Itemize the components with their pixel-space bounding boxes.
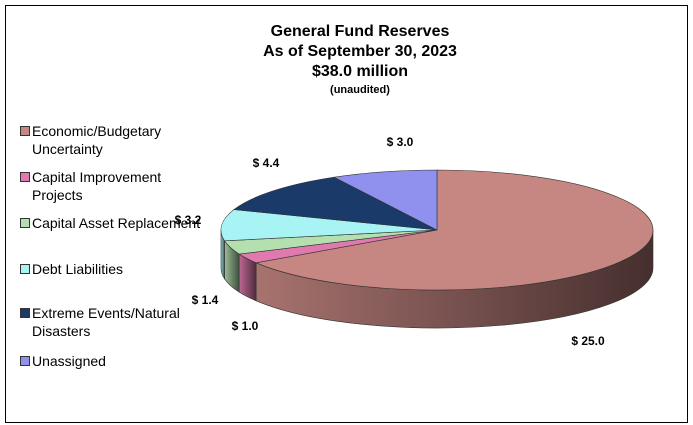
pie-slice: [233, 176, 438, 231]
data-label: $ 25.0: [571, 334, 605, 348]
data-label: $ 3.0: [387, 135, 414, 149]
chart-subtitle-total: $38.0 million: [311, 63, 409, 80]
pie-slice: [255, 169, 654, 291]
legend-swatch: [20, 356, 30, 366]
legend-label: Extreme Events/Natural Disasters: [32, 305, 180, 339]
data-label: $ 1.4: [192, 293, 219, 307]
legend-swatch: [20, 172, 30, 182]
legend-label: Capital Improvement Projects: [32, 169, 162, 203]
legend-label: Debt Liabilities: [32, 261, 124, 277]
chart-subtitle-date: As of September 30, 2023: [263, 43, 457, 60]
chart-titles: General Fund Reserves As of September 30…: [170, 22, 550, 97]
pie-slice: [220, 209, 438, 242]
legend-label: Economic/Budgetary Uncertainty: [32, 123, 162, 157]
legend-swatch: [20, 308, 30, 318]
legend-label: Unassigned: [32, 353, 106, 369]
data-label: $ 3.2: [175, 213, 202, 227]
chart-title: General Fund Reserves: [270, 23, 450, 40]
legend-swatch: [20, 218, 30, 228]
chart-subtitle-note: (unaudited): [330, 84, 390, 96]
data-label: $ 4.4: [253, 156, 280, 170]
legend-swatch: [20, 264, 30, 274]
legend-swatch: [20, 126, 30, 136]
legend-label: Capital Asset Replacement: [32, 215, 201, 231]
pie-slice: [333, 169, 438, 231]
data-label: $ 1.0: [232, 319, 259, 333]
